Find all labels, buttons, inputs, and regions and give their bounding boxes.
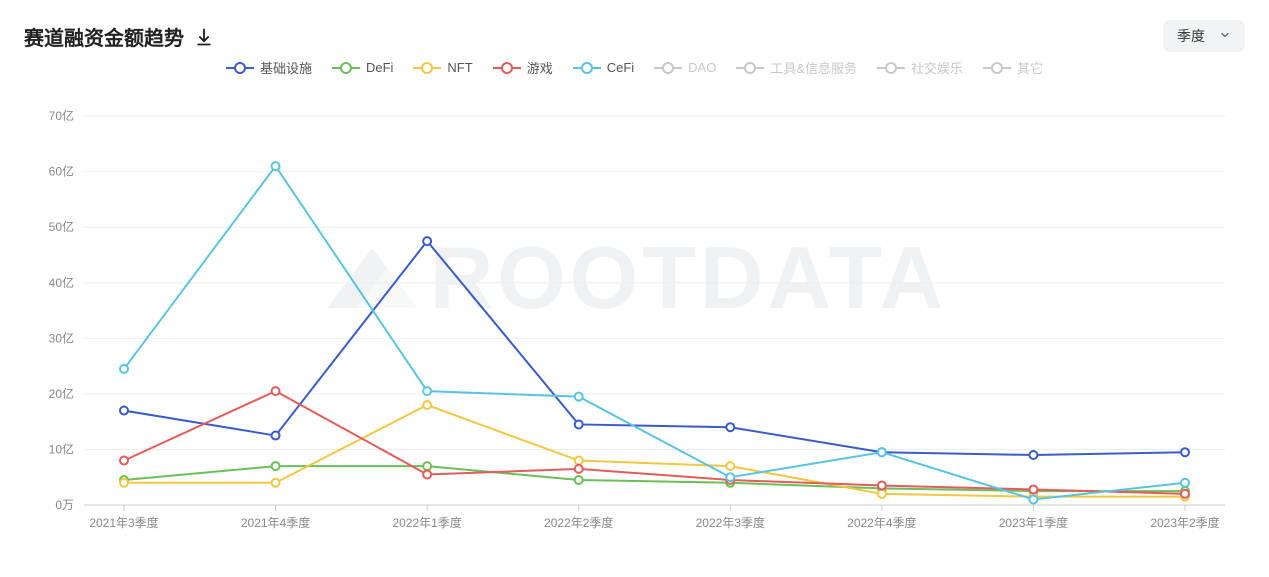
series-marker-nft bbox=[726, 462, 734, 470]
series-marker-cefi bbox=[726, 473, 734, 481]
legend-label: DeFi bbox=[366, 60, 393, 75]
legend-marker-icon bbox=[654, 62, 682, 74]
x-tick-label: 2023年2季度 bbox=[1150, 515, 1219, 530]
series-marker-cefi bbox=[1181, 479, 1189, 487]
download-icon[interactable] bbox=[194, 27, 214, 50]
series-marker-cefi bbox=[575, 393, 583, 401]
chart-title: 赛道融资金额趋势 bbox=[24, 22, 184, 51]
series-marker-game bbox=[272, 387, 280, 395]
series-line-infra bbox=[124, 241, 1185, 455]
series-marker-infra bbox=[120, 407, 128, 415]
series-marker-game bbox=[120, 457, 128, 465]
legend-marker-icon bbox=[226, 62, 254, 74]
series-marker-nft bbox=[120, 479, 128, 487]
y-tick-label: 20亿 bbox=[49, 386, 74, 401]
x-tick-label: 2022年2季度 bbox=[544, 515, 613, 530]
chart-area: ROOTDATA 0万10亿20亿30亿40亿50亿60亿70亿2021年3季度… bbox=[24, 85, 1245, 545]
legend-marker-icon bbox=[983, 62, 1011, 74]
period-dropdown-label: 季度 bbox=[1177, 26, 1205, 46]
legend-item-cefi[interactable]: CeFi bbox=[573, 58, 634, 77]
legend-label: 游戏 bbox=[527, 58, 553, 77]
legend-item-dao[interactable]: DAO bbox=[654, 58, 716, 77]
legend-marker-icon bbox=[493, 62, 521, 74]
series-marker-nft bbox=[575, 457, 583, 465]
x-tick-label: 2022年1季度 bbox=[392, 515, 461, 530]
period-dropdown[interactable]: 季度 bbox=[1163, 20, 1245, 52]
series-marker-nft bbox=[878, 490, 886, 498]
y-tick-label: 60亿 bbox=[49, 164, 74, 179]
legend-marker-icon bbox=[877, 62, 905, 74]
legend-marker-icon bbox=[413, 62, 441, 74]
x-tick-label: 2022年3季度 bbox=[696, 515, 765, 530]
legend-item-defi[interactable]: DeFi bbox=[332, 58, 393, 77]
line-chart: 0万 10亿 20亿 30亿 40亿 50亿 60亿 70亿 2021年3季度 2021年4季度 2… bbox=[24, 85, 1245, 545]
series-line-nft bbox=[124, 405, 1185, 497]
legend-label: CeFi bbox=[607, 60, 634, 75]
legend-label: 社交娱乐 bbox=[911, 58, 963, 77]
series-marker-defi bbox=[423, 462, 431, 470]
legend-marker-icon bbox=[573, 62, 601, 74]
legend-label: NFT bbox=[447, 60, 472, 75]
x-tick-label: 2023年1季度 bbox=[999, 515, 1068, 530]
legend-item-infra[interactable]: 基础设施 bbox=[226, 58, 312, 77]
legend-item-social[interactable]: 社交娱乐 bbox=[877, 58, 963, 77]
legend-item-nft[interactable]: NFT bbox=[413, 58, 472, 77]
legend-item-tools[interactable]: 工具&信息服务 bbox=[736, 58, 857, 77]
series-marker-infra bbox=[1029, 451, 1037, 459]
series-marker-infra bbox=[575, 420, 583, 428]
legend-marker-icon bbox=[332, 62, 360, 74]
series-marker-nft bbox=[423, 401, 431, 409]
series-marker-cefi bbox=[423, 387, 431, 395]
series-marker-cefi bbox=[878, 448, 886, 456]
chart-header: 赛道融资金额趋势 季度 bbox=[24, 20, 1245, 52]
series-marker-infra bbox=[272, 432, 280, 440]
series-marker-game bbox=[1181, 490, 1189, 498]
series-marker-cefi bbox=[120, 365, 128, 373]
series-marker-cefi bbox=[1029, 495, 1037, 503]
legend-marker-icon bbox=[736, 62, 764, 74]
series-marker-game bbox=[423, 470, 431, 478]
chart-legend: 基础设施 DeFi NFT 游戏 CeFi DAO 工具&信息服务 社交娱乐 其它 bbox=[24, 58, 1245, 77]
series-marker-game bbox=[878, 482, 886, 490]
series-marker-cefi bbox=[272, 162, 280, 170]
y-tick-label: 30亿 bbox=[49, 330, 74, 345]
series-marker-defi bbox=[272, 462, 280, 470]
series-marker-infra bbox=[1181, 448, 1189, 456]
legend-item-other[interactable]: 其它 bbox=[983, 58, 1043, 77]
y-tick-label: 70亿 bbox=[49, 108, 74, 123]
series-marker-nft bbox=[272, 479, 280, 487]
legend-label: 基础设施 bbox=[260, 58, 312, 77]
series-marker-infra bbox=[423, 237, 431, 245]
legend-label: DAO bbox=[688, 60, 716, 75]
series-marker-game bbox=[575, 465, 583, 473]
x-tick-label: 2021年3季度 bbox=[89, 515, 158, 530]
legend-label: 其它 bbox=[1017, 58, 1043, 77]
series-marker-defi bbox=[575, 476, 583, 484]
y-tick-label: 50亿 bbox=[49, 219, 74, 234]
series-marker-game bbox=[1029, 485, 1037, 493]
y-tick-label: 10亿 bbox=[49, 441, 74, 456]
legend-label: 工具&信息服务 bbox=[770, 58, 857, 77]
x-tick-label: 2022年4季度 bbox=[847, 515, 916, 530]
y-tick-label: 0万 bbox=[55, 498, 74, 512]
chevron-down-icon bbox=[1219, 29, 1231, 44]
x-tick-label: 2021年4季度 bbox=[241, 515, 310, 530]
legend-item-game[interactable]: 游戏 bbox=[493, 58, 553, 77]
series-marker-infra bbox=[726, 423, 734, 431]
y-tick-label: 40亿 bbox=[49, 275, 74, 290]
